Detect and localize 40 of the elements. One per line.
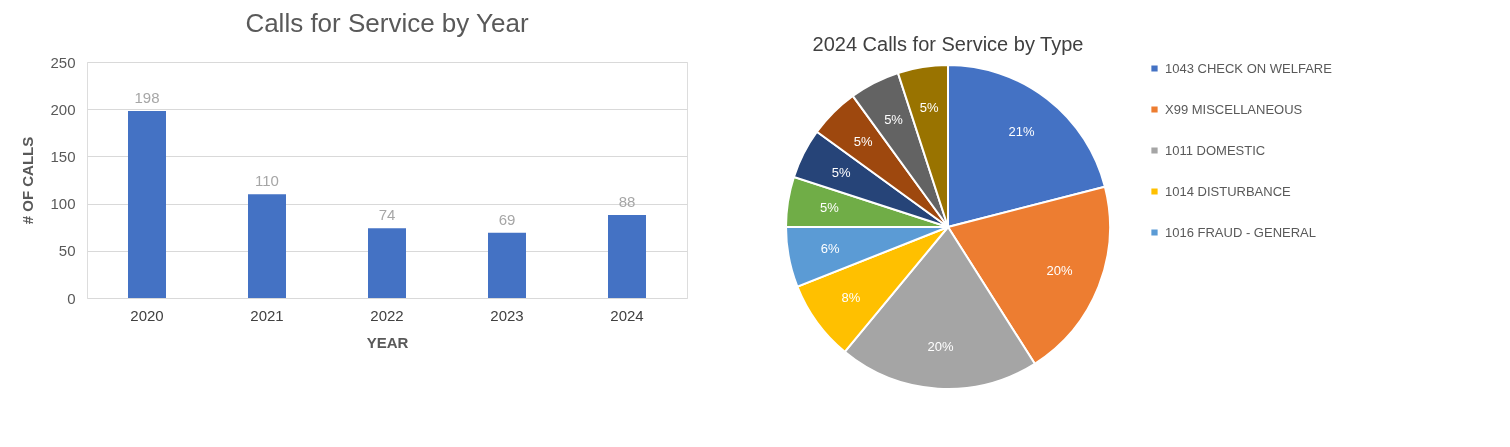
- data-label: 110: [255, 172, 279, 190]
- y-tick-label: 50: [58, 242, 76, 260]
- bar: [128, 111, 166, 298]
- y-tick-label: 100: [50, 195, 76, 213]
- data-label: 5%: [919, 100, 940, 116]
- data-label: 21%: [1008, 124, 1035, 140]
- data-label: 20%: [927, 338, 954, 354]
- data-label: 6%: [820, 241, 840, 257]
- bar: [368, 228, 406, 298]
- data-label: 88: [618, 192, 636, 210]
- x-tick-label: 2020: [130, 306, 164, 324]
- chart-title: Calls for Service by Year: [245, 8, 529, 38]
- data-label: 69: [498, 210, 516, 228]
- legend-label: X99 MISCELLANEOUS: [1165, 101, 1303, 117]
- legend-label: 1043 CHECK ON WELFARE: [1165, 60, 1333, 76]
- data-label: 5%: [884, 112, 904, 128]
- y-tick-label: 250: [50, 53, 76, 71]
- bar: [608, 214, 646, 298]
- data-label: 5%: [831, 164, 851, 180]
- y-tick-label: 150: [50, 147, 76, 165]
- bar: [248, 194, 286, 298]
- legend-label: 1016 FRAUD - GENERAL: [1165, 224, 1316, 240]
- x-tick-label: 2021: [250, 306, 284, 324]
- data-label: 74: [378, 206, 396, 224]
- y-tick-label: 200: [50, 100, 76, 118]
- x-tick-label: 2022: [370, 306, 404, 324]
- x-tick-label: 2024: [610, 306, 644, 324]
- data-label: 20%: [1046, 263, 1074, 279]
- x-tick-label: 2023: [490, 306, 524, 324]
- bar: [488, 232, 526, 298]
- x-axis-title: YEAR: [366, 333, 409, 351]
- chart-title: 2024 Calls for Service by Type: [812, 33, 1084, 55]
- data-label: 198: [134, 89, 160, 107]
- legend-label: 1014 DISTURBANCE: [1165, 183, 1292, 199]
- data-label: 8%: [841, 289, 861, 305]
- y-tick-label: 0: [67, 289, 76, 307]
- data-label: 5%: [853, 134, 873, 150]
- y-axis-title: # OF CALLS: [19, 136, 37, 225]
- data-label: 5%: [820, 200, 840, 216]
- legend-label: 1011 DOMESTIC: [1165, 142, 1266, 158]
